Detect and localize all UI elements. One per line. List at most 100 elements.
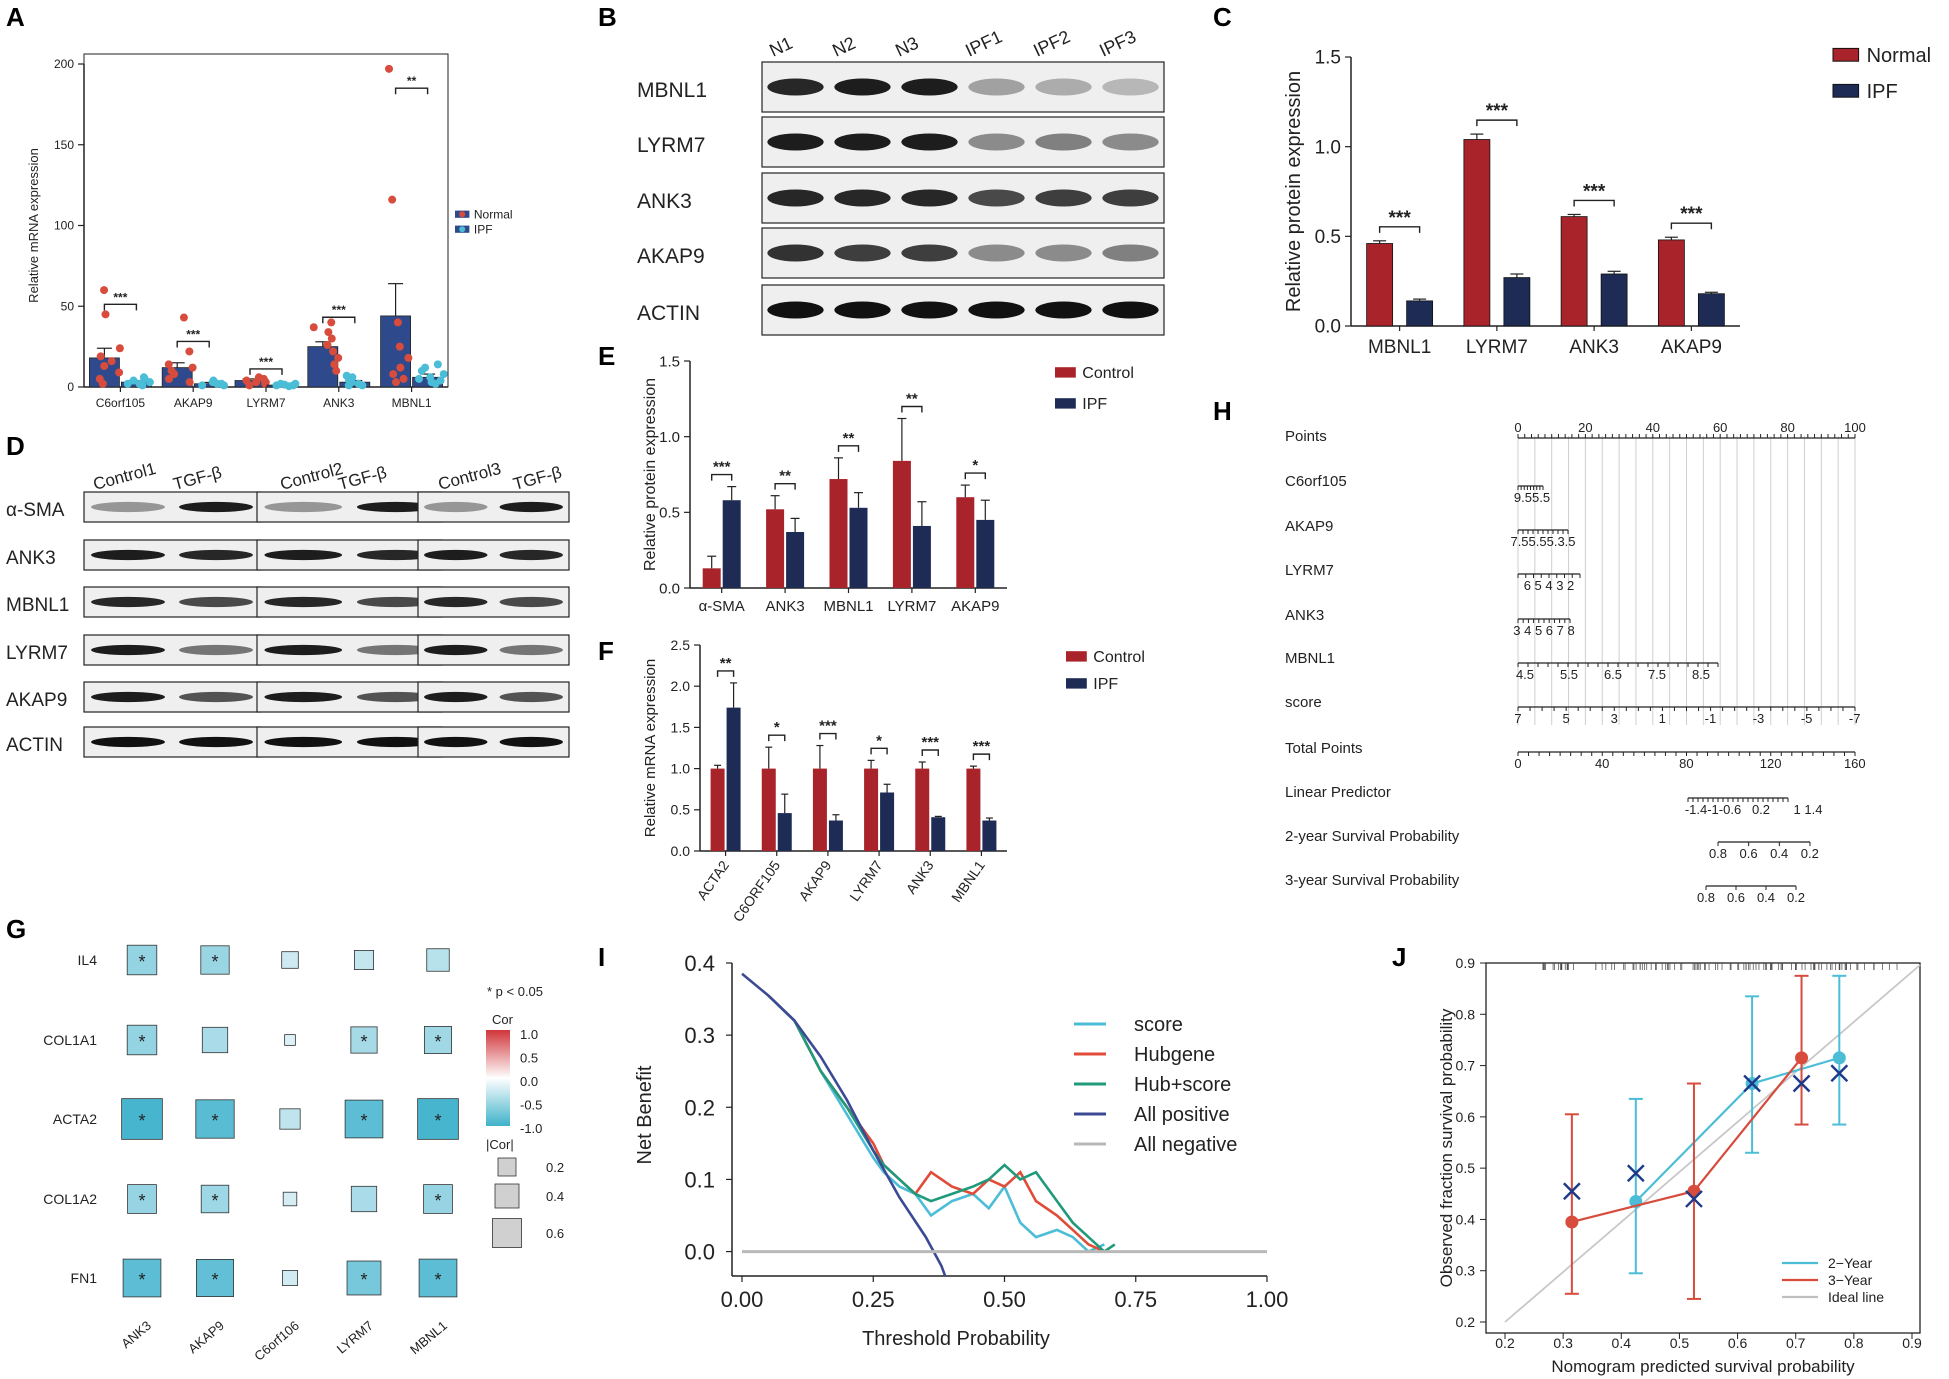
heatmap-cell: [353, 950, 374, 971]
blot-row-label-d: ANK3: [6, 548, 56, 569]
data-point: [334, 353, 343, 362]
blot-d-band: [264, 644, 343, 656]
y-axis-title: Relative protein expression: [642, 378, 659, 571]
x-tick-label: MBNL1: [392, 396, 432, 410]
heatmap-star: *: [138, 1111, 145, 1131]
bar-normal-3: [1657, 239, 1685, 327]
blot-b-band: [968, 301, 1025, 319]
nomogram-tick-label: -3: [1753, 711, 1765, 726]
heatmap-row-label: COL1A1: [43, 1032, 97, 1048]
legend-dot: [459, 211, 466, 218]
heatmap-star: *: [434, 1191, 441, 1211]
blot-b-band: [834, 78, 891, 96]
blot-b-band: [767, 244, 824, 262]
legend-swatch: [1055, 367, 1076, 378]
significance-bracket: [1378, 226, 1421, 233]
data-point: [324, 328, 333, 337]
cross-marker: [1685, 1190, 1703, 1208]
x-tick-label: AKAP9: [951, 598, 999, 615]
ideal-line: [1504, 964, 1921, 1323]
blot-d-band: [424, 691, 488, 703]
blot-b-band: [968, 133, 1025, 151]
blot-b-band: [834, 244, 891, 262]
blot-row-label-d: AKAP9: [6, 690, 67, 711]
blot-d-band: [499, 549, 563, 561]
y-tick-label: 2.5: [671, 637, 691, 653]
y-tick-label: 0.1: [684, 1167, 715, 1192]
bar-ipf-3: [1697, 293, 1725, 327]
significance-note: * p < 0.05: [487, 984, 543, 999]
y-tick-label: 0.4: [1456, 1211, 1476, 1227]
bar-ipf-2: [1600, 273, 1628, 327]
x-tick-label: 0.3: [1553, 1335, 1573, 1351]
cross-marker: [1830, 1064, 1849, 1083]
data-point: [389, 370, 398, 379]
nomogram-tick-label: 6.5: [1604, 667, 1622, 682]
blot-b-band: [834, 133, 891, 151]
heatmap-star: *: [211, 1191, 218, 1211]
x-tick-label: 0.00: [721, 1287, 764, 1312]
significance-mark: ***: [713, 459, 731, 476]
y-tick-label: 1.0: [671, 761, 691, 777]
blot-d-band: [424, 596, 488, 608]
y-tick-label: 1.0: [1315, 137, 1341, 158]
bar-ipf-0: [726, 707, 741, 851]
nomogram-row-label: Points: [1285, 428, 1327, 445]
heatmap-star: *: [360, 1111, 367, 1131]
bar-normal-2: [1560, 216, 1588, 327]
blot-b-band: [767, 133, 824, 151]
heatmap-cell: [126, 1024, 158, 1056]
x-tick-label: 0.5: [1670, 1335, 1690, 1351]
data-point: [433, 360, 442, 369]
legend-label: Normal: [1867, 45, 1931, 67]
y-tick-label: 0.6: [1456, 1109, 1476, 1125]
x-tick-label: 0.9: [1902, 1335, 1922, 1351]
significance-mark: ***: [1389, 208, 1412, 229]
heatmap-cell: [282, 1191, 298, 1207]
bar-ipf-3: [880, 792, 895, 851]
y-tick-label: 0.5: [659, 505, 680, 522]
x-tick-label: C6orf105: [96, 396, 146, 410]
nomogram-row-label: Total Points: [1285, 740, 1363, 757]
x-tick-label: 1.00: [1246, 1287, 1289, 1312]
heatmap-star: *: [138, 1270, 145, 1290]
heatmap-row-label: IL4: [78, 952, 98, 968]
nomogram-tick-label: -1: [1705, 711, 1717, 726]
calibration-line: [1571, 1057, 1803, 1224]
colorbar-tick: 0.5: [520, 1051, 538, 1066]
heatmap-cell: [195, 1099, 235, 1139]
calibration-point: [1565, 1215, 1579, 1229]
data-point: [164, 374, 173, 383]
x-tick-label: LYRM7: [246, 396, 285, 410]
x-tick-label: ANK3: [903, 857, 937, 896]
colorbar-tick: -0.5: [520, 1098, 542, 1113]
panel-label-b: B: [598, 2, 617, 32]
blot-d-band: [356, 691, 435, 703]
heatmap-cell: [344, 1099, 384, 1139]
blot-b-frame: [761, 284, 1165, 336]
x-tick-label: C6ORF105: [729, 857, 783, 924]
bar-control-4: [915, 768, 930, 851]
y-tick-label: 0.3: [684, 1023, 715, 1048]
heatmap-cell: [346, 1260, 382, 1296]
nomogram-tick-label: 160: [1844, 756, 1866, 771]
data-point: [392, 378, 401, 387]
lane-label-d: Control1: [91, 459, 158, 494]
y-tick-label: 1.0: [659, 429, 680, 446]
data-point: [327, 318, 336, 327]
significance-bracket: [716, 670, 735, 677]
nomogram-tick-label: 9.55.5: [1514, 490, 1550, 505]
panel-label-c: C: [1213, 2, 1232, 32]
nomogram-tick-label: 40: [1646, 420, 1660, 435]
significance-bracket: [103, 303, 138, 311]
significance-mark: ***: [1583, 181, 1606, 202]
blot-row-label-b: ACTIN: [637, 302, 700, 325]
legend-swatch: [1055, 398, 1076, 409]
data-point: [395, 342, 404, 351]
heatmap-cell: [281, 951, 299, 969]
bar-control-4: [956, 497, 975, 588]
y-tick-label: 0.2: [684, 1095, 715, 1120]
y-tick-label: 0.5: [671, 802, 691, 818]
